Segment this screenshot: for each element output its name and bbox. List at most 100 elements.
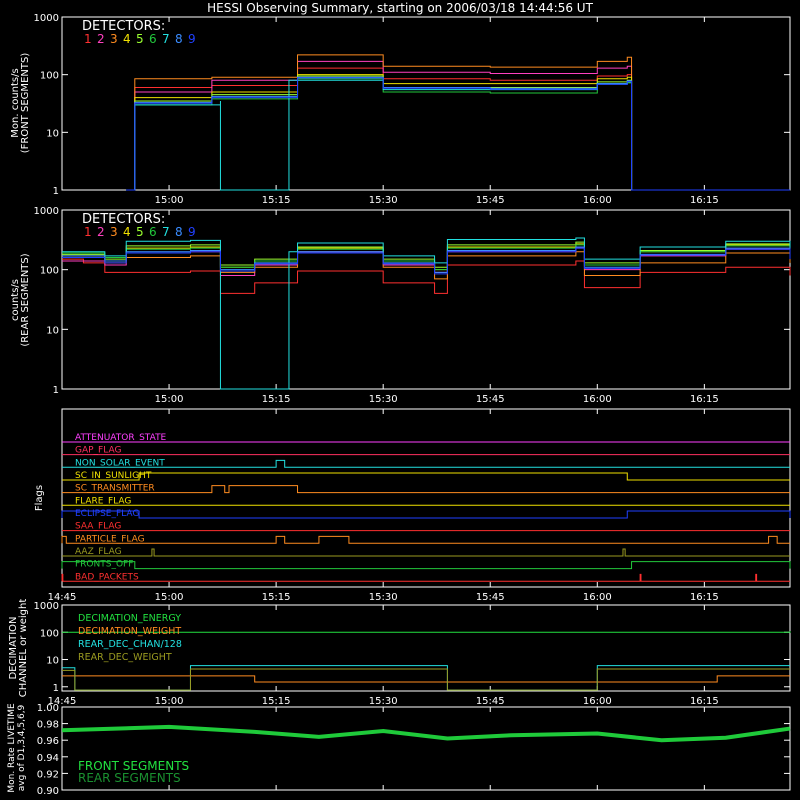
rear-xtick-label: 15:15 (262, 394, 291, 405)
rear-detector-4: 4 (123, 225, 131, 239)
flags-xtick-label: 16:00 (583, 592, 612, 603)
front-detector-4: 4 (123, 32, 131, 46)
livetime-legend-rear: REAR SEGMENTS (78, 771, 181, 785)
rear-series-3 (62, 251, 791, 280)
flag-line-eclipse-flag (61, 510, 791, 519)
livetime-ylabel2: avg of D1,3,4,5,6,9 (17, 704, 27, 791)
flags-xtick-label: 15:30 (369, 592, 398, 603)
livetime-ylabel: Mon. Rate LIVETIME (7, 703, 17, 793)
flag-label-flare-flag: FLARE_FLAG (75, 496, 131, 506)
front-detector-8: 8 (175, 32, 183, 46)
decimation-xtick-label: 14:45 (48, 696, 77, 707)
front-ytick-label: 10 (46, 128, 59, 139)
rear-ylabel: counts/s (10, 279, 21, 321)
livetime-ytick-label: 0.96 (37, 736, 59, 747)
livetime-ytick-label: 0.94 (37, 753, 59, 764)
rear-detector-3: 3 (110, 225, 118, 239)
rear-xtick-label: 16:15 (690, 394, 719, 405)
front-ylabel2: (FRONT SEGMENTS) (20, 53, 31, 154)
front-series-3 (126, 54, 790, 191)
flags-xtick-label: 15:15 (262, 592, 291, 603)
flag-line-aaz-flag (62, 548, 790, 557)
decimation-xtick-label: 15:45 (476, 696, 505, 707)
decimation-legend-2: REAR_DEC_CHAN/128 (78, 639, 182, 650)
flag-label-bad-packets: BAD_PACKETS (75, 572, 139, 582)
decimation-series-0 (62, 631, 791, 633)
decimation-ytick-label: 100 (40, 628, 59, 639)
front-detector-9: 9 (188, 32, 196, 46)
rear-xtick-label: 15:30 (369, 394, 398, 405)
decimation-series-3 (62, 668, 790, 691)
front-xtick-label: 15:30 (369, 195, 398, 206)
rear-ytick-label: 1 (53, 385, 59, 396)
decimation-xtick-label: 15:30 (369, 696, 398, 707)
livetime-series-front (61, 724, 791, 743)
rear-ytick-label: 1000 (34, 206, 59, 217)
front-detector-2: 2 (97, 32, 105, 46)
front-xtick-label: 15:00 (155, 195, 184, 206)
rear-ylabel2: (REAR SEGMENTS) (20, 253, 31, 346)
flag-line-bad-packets (61, 573, 790, 582)
livetime-ytick-label: 0.92 (37, 769, 59, 780)
front-detector-6: 6 (149, 32, 157, 46)
front-xtick-label: 16:15 (690, 195, 719, 206)
flag-label-sc-transmitter: SC_TRANSMITTER (75, 484, 155, 494)
livetime-ytick-label: 1.00 (37, 703, 59, 714)
rear-xtick-label: 15:00 (155, 394, 184, 405)
front-xtick-label: 15:15 (262, 195, 291, 206)
rear-detectors-label: DETECTORS: (82, 212, 165, 227)
flags-xtick-label: 14:45 (48, 592, 77, 603)
livetime-ytick-label: 0.90 (37, 786, 59, 797)
front-series-2 (126, 60, 790, 191)
rear-detector-9: 9 (188, 225, 196, 239)
front-detector-5: 5 (136, 32, 144, 46)
front-detector-1: 1 (84, 32, 92, 46)
front-panel-frame (61, 16, 791, 191)
front-series-9 (126, 77, 790, 191)
decimation-ylabel: DECIMATION (8, 616, 19, 679)
flag-line-sc-in-sunlight (62, 472, 790, 481)
flags-ylabel: Flags (34, 485, 45, 511)
rear-ytick-label: 100 (40, 266, 59, 277)
rear-series-1 (62, 258, 791, 294)
decimation-xtick-label: 15:00 (155, 696, 184, 707)
flags-xtick-label: 15:45 (476, 592, 505, 603)
rear-detector-5: 5 (136, 225, 144, 239)
front-series-1 (126, 67, 790, 191)
front-detector-3: 3 (110, 32, 118, 46)
rear-panel-frame (61, 209, 791, 390)
livetime-panel-frame (61, 706, 791, 791)
decimation-ytick-label: 1 (53, 683, 59, 694)
front-xtick-label: 15:45 (476, 195, 505, 206)
front-series-5 (126, 75, 790, 191)
flag-label-saa-flag: SAA_FLAG (75, 522, 121, 532)
flag-label-non-solar-event: NON_SOLAR_EVENT (75, 458, 165, 468)
flags-xtick-label: 15:00 (155, 592, 184, 603)
rear-series-9 (62, 247, 791, 275)
front-ytick-label: 1 (53, 186, 59, 197)
rear-xtick-label: 16:00 (583, 394, 612, 405)
decimation-legend-1: DECIMATION_WEIGHT (78, 626, 181, 637)
front-detectors-label: DETECTORS: (82, 19, 165, 34)
decimation-xtick-label: 16:15 (690, 696, 719, 707)
flag-label-particle-flag: PARTICLE_FLAG (75, 534, 145, 544)
rear-detector-6: 6 (149, 225, 157, 239)
livetime-ytick-label: 0.98 (37, 720, 59, 731)
rear-detector-7: 7 (162, 225, 170, 239)
flag-line-non-solar-event (62, 459, 790, 468)
decimation-legend-0: DECIMATION_ENERGY (78, 613, 181, 624)
decimation-ytick-label: 1000 (34, 601, 59, 612)
flag-line-particle-flag (61, 535, 790, 544)
decimation-xtick-label: 16:00 (583, 696, 612, 707)
flag-line-fronts-off (61, 561, 791, 570)
flag-label-gap-flag: GAP_FLAG (75, 446, 121, 456)
flag-label-sc-in-sunlight: SC_IN_SUNLIGHT (75, 471, 152, 481)
rear-xtick-label: 15:45 (476, 394, 505, 405)
flags-xtick-label: 16:15 (690, 592, 719, 603)
livetime-legend-front: FRONT SEGMENTS (78, 759, 189, 773)
decimation-xtick-label: 15:15 (262, 696, 291, 707)
front-series-8 (126, 76, 790, 191)
front-series-6 (126, 78, 790, 191)
decimation-ylabel2: CHANNEL or weight (18, 599, 29, 698)
